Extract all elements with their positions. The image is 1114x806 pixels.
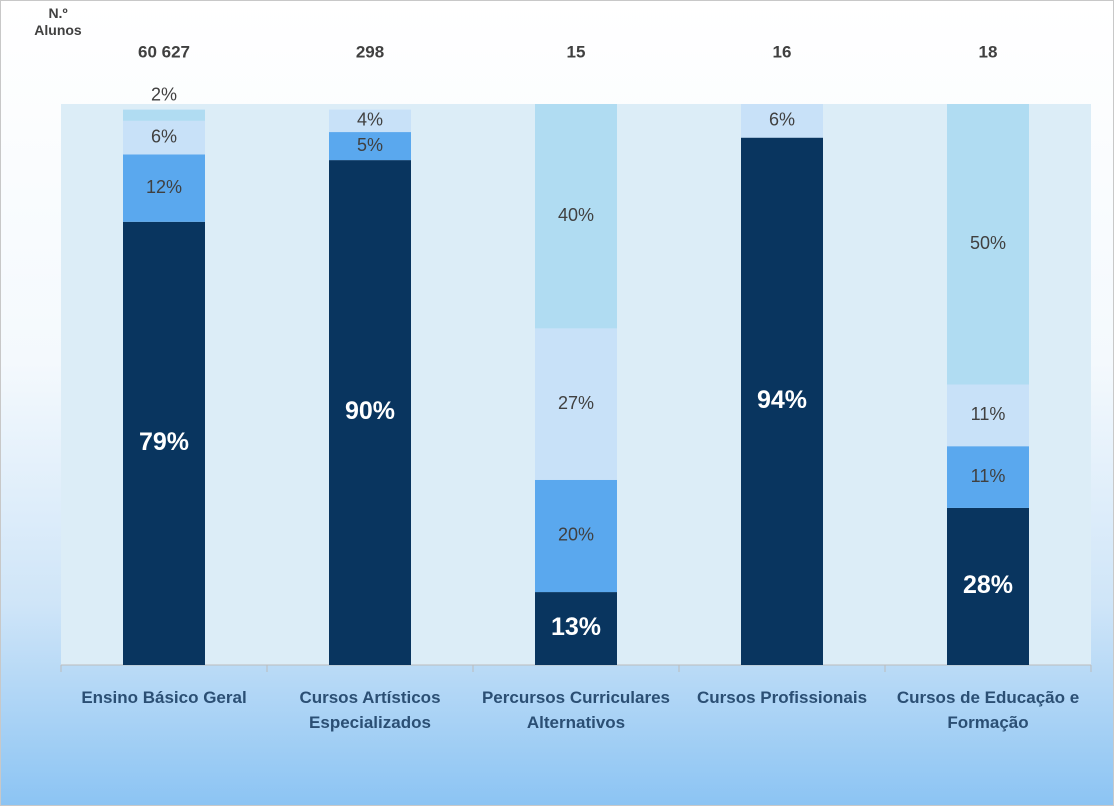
data-label: 20% bbox=[558, 525, 594, 545]
x-tick-label: Cursos Profissionais bbox=[696, 688, 868, 707]
bar-segment bbox=[329, 160, 411, 665]
total-label: 298 bbox=[356, 42, 384, 61]
data-label: 94% bbox=[757, 386, 807, 414]
data-label: 6% bbox=[769, 110, 795, 130]
data-label: 2% bbox=[151, 84, 177, 104]
x-tick-label: Percursos Curriculares Alternativos bbox=[481, 688, 671, 732]
data-label: 11% bbox=[971, 466, 1006, 486]
x-tick-label: Cursos de Educação e Formação bbox=[896, 688, 1080, 732]
data-label: 11% bbox=[971, 404, 1006, 424]
data-label: 90% bbox=[345, 397, 395, 425]
bar-segment bbox=[741, 137, 823, 665]
x-tick-label: Ensino Básico Geral bbox=[81, 688, 247, 707]
bar-segment bbox=[947, 104, 1029, 385]
bar-segment bbox=[329, 132, 411, 161]
data-label: 40% bbox=[558, 205, 594, 225]
x-tick-label: Cursos Artísticos Especializados bbox=[299, 688, 441, 732]
bar-segment bbox=[535, 592, 617, 665]
bar-segment bbox=[123, 221, 205, 665]
data-label: 50% bbox=[970, 233, 1006, 253]
total-label: 60 627 bbox=[138, 42, 190, 61]
totals-header: N.º Alunos bbox=[34, 5, 82, 38]
data-label: 79% bbox=[139, 428, 189, 456]
data-label: 27% bbox=[558, 393, 594, 413]
bar-segment bbox=[947, 384, 1029, 447]
data-label: 12% bbox=[146, 177, 182, 197]
bar-segment bbox=[123, 154, 205, 222]
data-label: 4% bbox=[357, 110, 383, 130]
bar-segment bbox=[535, 479, 617, 593]
bar-segment bbox=[123, 120, 205, 155]
bar-segment bbox=[947, 446, 1029, 508]
bar-segment bbox=[123, 109, 205, 121]
data-label: 6% bbox=[151, 126, 177, 146]
bar-segment bbox=[535, 328, 617, 480]
total-label: 15 bbox=[567, 42, 586, 61]
total-label: 18 bbox=[979, 42, 998, 61]
bar-segment bbox=[947, 507, 1029, 665]
data-label: 28% bbox=[963, 571, 1013, 599]
bar-segment bbox=[535, 104, 617, 329]
data-label: 5% bbox=[357, 135, 383, 155]
bar-segment bbox=[741, 104, 823, 138]
data-label: 13% bbox=[551, 613, 601, 641]
bar-segment bbox=[329, 109, 411, 133]
total-label: 16 bbox=[773, 42, 792, 61]
